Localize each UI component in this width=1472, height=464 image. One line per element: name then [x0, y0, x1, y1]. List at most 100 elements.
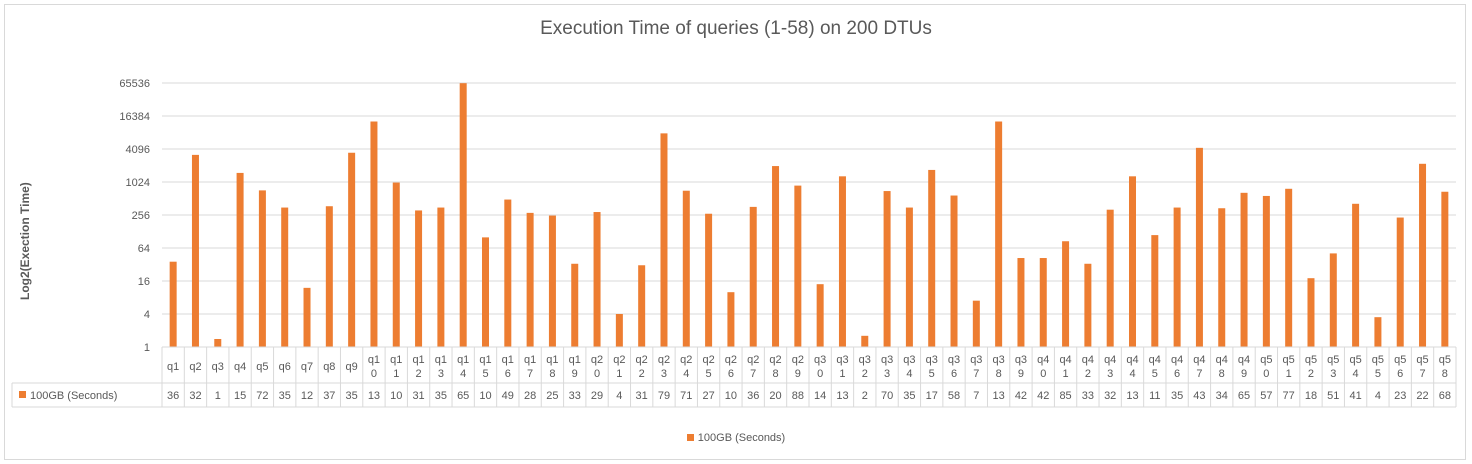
x-tick-label: q5 [256, 361, 268, 373]
data-label: 42 [1015, 390, 1027, 402]
bar [1396, 217, 1404, 347]
data-label: 13 [1126, 390, 1138, 402]
bar [169, 261, 177, 347]
data-label: 58 [948, 390, 960, 402]
data-label: 49 [502, 390, 514, 402]
bar [1285, 188, 1293, 347]
x-tick-label: q4 1 [1059, 354, 1071, 380]
bar [459, 83, 467, 347]
data-label: 33 [569, 390, 581, 402]
x-tick-label: q2 3 [658, 354, 670, 380]
bar [392, 182, 400, 347]
data-label: 7 [973, 390, 979, 402]
data-label: 37 [323, 390, 335, 402]
bar [995, 121, 1003, 348]
bar [1307, 278, 1315, 347]
bar [682, 190, 690, 347]
x-tick-label: q2 4 [680, 354, 692, 380]
bar [1195, 147, 1203, 347]
bar [660, 133, 668, 347]
data-label: 77 [1283, 390, 1295, 402]
x-tick-label: q3 3 [881, 354, 893, 380]
data-label: 72 [256, 390, 268, 402]
data-label: 4 [616, 390, 622, 402]
x-tick-label: q9 [346, 361, 358, 373]
bar [1262, 195, 1270, 347]
data-label: 35 [346, 390, 358, 402]
bar [838, 176, 846, 347]
x-tick-label: q5 3 [1327, 354, 1339, 380]
bar [816, 284, 824, 347]
x-tick-label: q4 2 [1082, 354, 1094, 380]
bar [370, 121, 378, 348]
bar [905, 207, 913, 347]
x-tick-label: q3 5 [926, 354, 938, 380]
x-tick-label: q5 8 [1439, 354, 1451, 380]
x-tick-label: q2 0 [591, 354, 603, 380]
x-tick-label: q2 6 [725, 354, 737, 380]
x-tick-label: q4 4 [1126, 354, 1138, 380]
bar [772, 166, 780, 347]
data-label: 43 [1193, 390, 1205, 402]
x-tick-label: q5 1 [1283, 354, 1295, 380]
bar [794, 185, 802, 347]
x-tick-label: q2 2 [636, 354, 648, 380]
x-tick-label: q1 7 [524, 354, 536, 380]
y-tick-label: 256 [132, 210, 150, 222]
x-tick-label: q1 5 [479, 354, 491, 380]
bar [1084, 263, 1092, 347]
x-tick-label: q4 3 [1104, 354, 1116, 380]
data-label: 11 [1149, 390, 1160, 402]
bar [258, 190, 266, 347]
bar [437, 207, 445, 347]
x-tick-label: q2 [189, 361, 201, 373]
data-label: 35 [435, 390, 447, 402]
bar [1151, 235, 1159, 347]
legend-label: 100GB (Seconds) [697, 432, 786, 444]
data-label: 79 [658, 390, 670, 402]
x-tick-label: q3 7 [970, 354, 982, 380]
bar [1419, 163, 1427, 347]
x-tick-label: q5 2 [1305, 354, 1317, 380]
x-tick-label: q3 [212, 361, 224, 373]
data-label: 22 [1416, 390, 1428, 402]
bar [1129, 176, 1136, 347]
data-label: 13 [368, 390, 380, 402]
x-tick-label: q1 9 [569, 354, 581, 380]
x-tick-label: q5 5 [1372, 354, 1384, 380]
data-label: 10 [479, 390, 491, 402]
bar [571, 263, 579, 347]
x-tick-label: q2 9 [792, 354, 804, 380]
data-label: 35 [903, 390, 915, 402]
x-tick-label: q4 5 [1149, 354, 1161, 380]
bar [191, 154, 199, 347]
x-tick-label: q3 6 [948, 354, 960, 380]
x-tick-label: q4 0 [1037, 354, 1049, 380]
data-label: 18 [1305, 390, 1317, 402]
data-label: 20 [769, 390, 781, 402]
bar [415, 210, 423, 347]
x-tick-label: q5 0 [1260, 354, 1272, 380]
x-tick-label: q6 [279, 361, 291, 373]
x-tick-label: q2 8 [769, 354, 781, 380]
bar [928, 169, 936, 347]
x-tick-label: q4 [234, 361, 246, 373]
data-label: 33 [1082, 390, 1094, 402]
data-label: 12 [301, 390, 313, 402]
data-label: 34 [1216, 390, 1228, 402]
data-label: 35 [279, 390, 291, 402]
x-tick-label: q5 7 [1416, 354, 1428, 380]
x-tick-label: q4 7 [1193, 354, 1205, 380]
bar [236, 172, 244, 347]
x-tick-label: q1 4 [457, 354, 469, 380]
x-tick-label: q2 1 [613, 354, 625, 380]
x-tick-label: q4 9 [1238, 354, 1250, 380]
y-tick-label: 4096 [126, 144, 150, 156]
data-label: 10 [390, 390, 402, 402]
data-label: 85 [1059, 390, 1071, 402]
legend: 100GB (Seconds) [0, 432, 1472, 444]
bar [615, 314, 623, 347]
y-tick-label: 4 [144, 309, 150, 321]
data-label: 57 [1260, 390, 1272, 402]
